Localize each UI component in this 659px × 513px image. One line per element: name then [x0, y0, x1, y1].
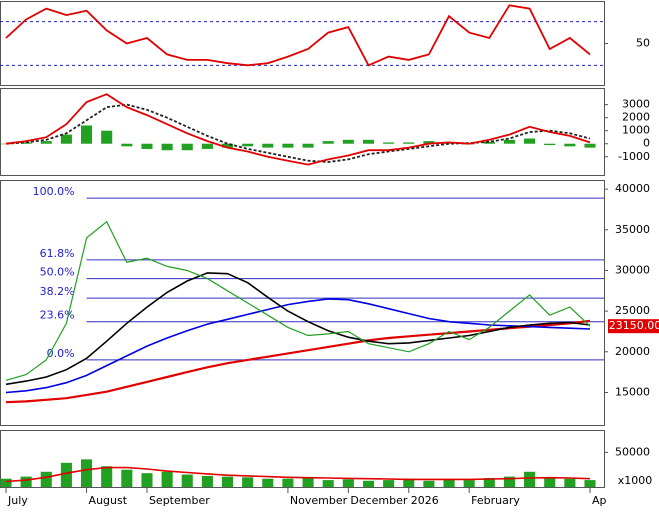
- y-tick-label: 0: [643, 137, 650, 150]
- bar: [20, 476, 32, 487]
- y-tick-label: 25000: [615, 304, 650, 317]
- bar: [262, 478, 274, 487]
- y-tick-label: 35000: [615, 223, 650, 236]
- fib-label: 0.0%: [47, 347, 75, 360]
- series-line: [5, 298, 591, 394]
- bar: [584, 480, 596, 487]
- bar: [282, 143, 294, 148]
- bar: [181, 143, 193, 151]
- series-line: [5, 93, 591, 166]
- bar: [141, 143, 153, 149]
- bar: [302, 143, 314, 148]
- bar: [282, 478, 294, 487]
- bar: [262, 143, 274, 148]
- unit-label: x1000: [618, 474, 653, 487]
- y-tick-label: 40000: [615, 182, 650, 195]
- x-tick-label: December: [350, 494, 408, 507]
- bar: [524, 138, 536, 144]
- bar: [423, 480, 435, 487]
- bar: [383, 480, 395, 487]
- bar: [101, 130, 113, 144]
- y-tick-label: 15000: [615, 385, 650, 398]
- bar: [544, 477, 556, 487]
- series-line: [5, 466, 591, 483]
- bar: [302, 477, 314, 487]
- panel-frame: [0, 180, 605, 426]
- bar: [423, 141, 435, 144]
- x-tick-label: Ap: [592, 494, 607, 507]
- bar: [161, 471, 173, 487]
- series-line: [5, 103, 591, 163]
- fib-label: 61.8%: [40, 247, 75, 260]
- x-tick-label: February: [471, 494, 520, 507]
- bar: [584, 143, 596, 148]
- bar: [383, 142, 395, 144]
- x-tick-label: July: [7, 494, 28, 507]
- bar: [483, 478, 495, 487]
- y-tick-label: 2000: [622, 111, 650, 124]
- y-tick-label: 1000: [622, 124, 650, 137]
- series-line: [5, 319, 591, 404]
- y-tick-label: 3000: [622, 98, 650, 111]
- bar: [463, 480, 475, 487]
- bar: [101, 466, 113, 487]
- bar: [0, 143, 12, 145]
- fib-label: 38.2%: [40, 285, 75, 298]
- bar: [221, 476, 234, 487]
- series-line: [5, 4, 591, 67]
- panel-frame: [0, 88, 605, 176]
- y-tick-label: 50: [636, 37, 650, 50]
- bar: [322, 480, 334, 487]
- bar: [564, 143, 576, 147]
- bar: [221, 143, 234, 148]
- bar: [483, 141, 495, 144]
- y-tick-label: -1000: [618, 150, 650, 163]
- bar: [544, 143, 556, 146]
- panel-frame: [0, 430, 605, 488]
- y-tick-label: 50000: [615, 445, 650, 458]
- bar: [322, 141, 334, 144]
- bar: [60, 134, 72, 144]
- fib-label: 23.6%: [40, 309, 75, 322]
- bar: [362, 139, 375, 144]
- x-tick-label: September: [149, 494, 210, 507]
- bar: [81, 459, 93, 487]
- bar: [121, 469, 133, 487]
- bar: [121, 143, 133, 147]
- series-line: [5, 220, 591, 381]
- bar: [242, 477, 254, 487]
- bar: [60, 462, 72, 487]
- bar: [0, 478, 12, 487]
- bar: [40, 141, 52, 144]
- series-line: [5, 272, 591, 386]
- bar: [342, 139, 354, 144]
- bar: [242, 143, 254, 147]
- x-tick-label: 2026: [411, 494, 439, 507]
- price-tag: [608, 319, 659, 334]
- y-tick-label: 20000: [615, 345, 650, 358]
- fib-label: 50.0%: [40, 266, 75, 279]
- bar: [403, 142, 415, 144]
- bar: [342, 479, 354, 487]
- bar: [503, 476, 515, 487]
- bar: [81, 125, 93, 144]
- x-tick-label: August: [89, 494, 128, 507]
- bar: [403, 478, 415, 487]
- bar: [181, 474, 193, 487]
- bar: [201, 143, 213, 149]
- x-tick-label: November: [290, 494, 348, 507]
- bar: [524, 471, 536, 487]
- bar: [503, 139, 515, 144]
- bar: [40, 471, 52, 487]
- bar: [201, 475, 213, 487]
- fib-label: 100.0%: [33, 185, 75, 198]
- bar: [564, 478, 576, 487]
- bar: [362, 480, 375, 487]
- price-tag-label: 23150.00: [609, 319, 659, 332]
- y-tick-label: 30000: [615, 263, 650, 276]
- bar: [443, 479, 455, 487]
- bar: [161, 143, 173, 151]
- bar: [141, 473, 153, 487]
